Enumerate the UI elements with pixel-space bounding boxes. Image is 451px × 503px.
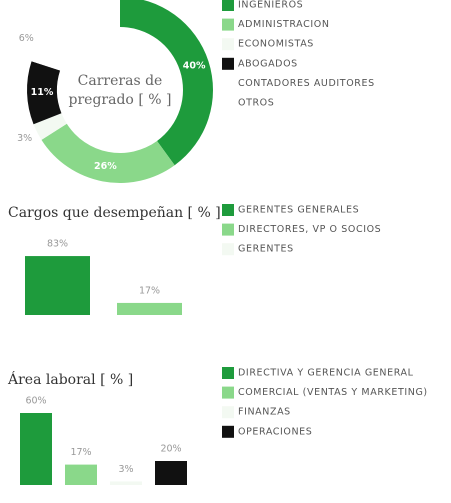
legend-label: DIRECTORES, VP O SOCIOS xyxy=(238,224,381,235)
donut-slice xyxy=(48,0,120,50)
legend-label: OPERACIONES xyxy=(238,426,312,437)
legend-swatch xyxy=(222,243,234,256)
legend-swatch xyxy=(222,77,234,90)
bar xyxy=(25,256,90,315)
legend-swatch xyxy=(222,57,234,70)
bar-value-label: 20% xyxy=(160,444,181,455)
legend-label: OTROS xyxy=(238,98,274,109)
legend-label: ECONOMISTAS xyxy=(238,39,314,50)
donut-center-title: pregrado [ % ] xyxy=(69,92,172,108)
legend-label: INGENIEROS xyxy=(238,0,303,11)
slice-label: 11% xyxy=(31,87,54,98)
bar-value-label: 17% xyxy=(139,285,160,296)
legend-swatch xyxy=(222,97,234,109)
donut-slice xyxy=(41,123,175,184)
donut-slice xyxy=(120,0,213,166)
legend-label: ABOGADOS xyxy=(238,58,298,69)
bar xyxy=(110,481,142,485)
bar xyxy=(117,302,182,315)
donut-slice xyxy=(31,30,72,71)
legend-swatch xyxy=(222,223,234,236)
legend-label: DIRECTIVA Y GERENCIA GENERAL xyxy=(238,368,414,379)
legend-swatch xyxy=(222,204,234,216)
chart-title: Cargos que desempeñan [ % ] xyxy=(8,205,221,221)
legend-swatch xyxy=(222,18,234,31)
bar xyxy=(155,461,187,485)
legend-swatch xyxy=(222,406,234,419)
bar-value-label: 83% xyxy=(47,239,68,250)
slice-label: 26% xyxy=(94,161,117,172)
legend-label: ADMINISTRACION xyxy=(238,19,330,30)
bar xyxy=(20,413,52,485)
bar xyxy=(65,464,97,485)
donut-center-title: Carreras de xyxy=(78,73,163,89)
bar-value-label: 17% xyxy=(70,447,91,458)
legend-label: GERENTES GENERALES xyxy=(238,205,359,216)
legend-swatch xyxy=(222,0,234,11)
legend-swatch xyxy=(222,425,234,438)
legend-swatch xyxy=(222,38,234,51)
donut-slice xyxy=(33,113,67,140)
slice-label: 3% xyxy=(17,133,32,144)
legend-label: GERENTES xyxy=(238,244,294,255)
legend-label: COMERCIAL (VENTAS Y MARKETING) xyxy=(238,387,428,398)
bar-value-label: 60% xyxy=(25,396,46,407)
donut-slice xyxy=(26,61,62,125)
legend-swatch xyxy=(222,386,234,399)
slice-label: 40% xyxy=(183,60,206,71)
chart-title: Área laboral [ % ] xyxy=(7,370,133,388)
bar-value-label: 3% xyxy=(118,464,133,475)
slice-label: 6% xyxy=(19,33,34,44)
legend-label: CONTADORES AUDITORES xyxy=(238,78,375,89)
legend-label: FINANZAS xyxy=(238,407,291,418)
legend-swatch xyxy=(222,367,234,379)
